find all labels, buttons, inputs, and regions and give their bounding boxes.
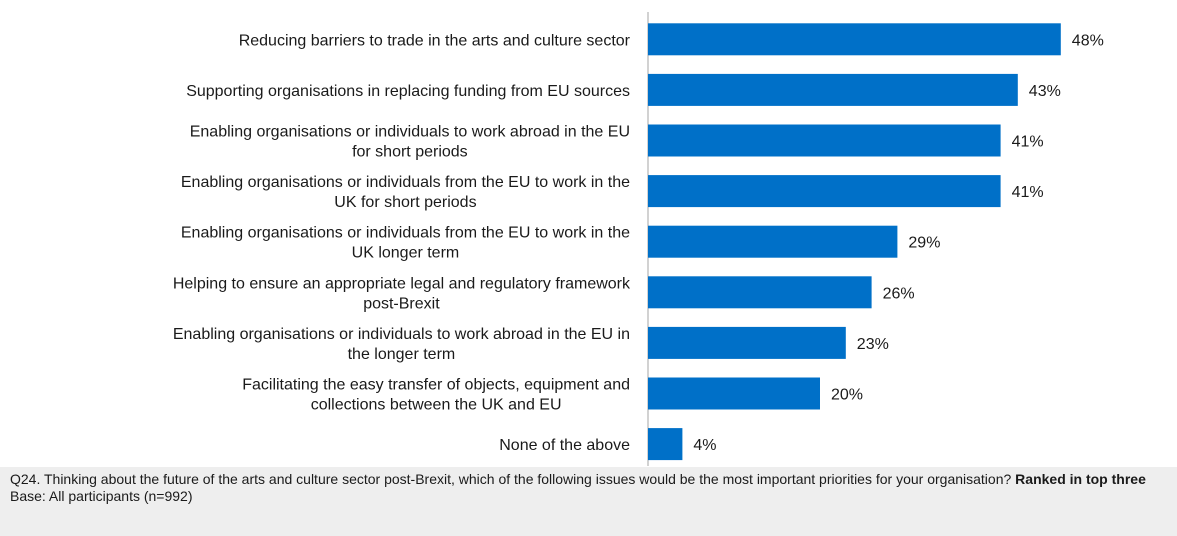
value-label-3: 41% [1012, 134, 1044, 151]
bar-1 [648, 23, 1061, 56]
base-text: Base: All participants (n=992) [10, 488, 193, 504]
bar-4 [648, 175, 1001, 208]
value-label-6: 26% [883, 285, 915, 302]
chart-footnote: Q24. Thinking about the future of the ar… [0, 467, 1177, 536]
question-body: Q24. Thinking about the future of the ar… [10, 471, 1012, 487]
bars-group: 48% Reducing barriers to trade in the art… [173, 23, 1104, 461]
question-emphasis: Ranked in top three [1015, 471, 1146, 487]
bar-5 [648, 225, 898, 258]
bar-6 [648, 276, 872, 309]
category-label-1: Reducing barriers to trade in the arts a… [239, 32, 631, 49]
category-label-3: Enabling organisations or individuals to… [190, 124, 630, 161]
bar-8 [648, 377, 820, 410]
category-label-6: Helping to ensure an appropriate legal a… [173, 275, 631, 312]
category-label-7: Enabling organisations or individuals to… [173, 326, 630, 363]
category-label-5: Enabling organisations or individuals fr… [181, 225, 630, 262]
value-label-9: 4% [693, 437, 716, 454]
bar-2 [648, 73, 1018, 106]
bar-3 [648, 124, 1001, 157]
category-label-9: None of the above [499, 437, 630, 454]
bar-chart: 48% Reducing barriers to trade in the art… [173, 12, 1104, 466]
category-label-4: Enabling organisations or individuals fr… [181, 174, 630, 211]
question-text: Q24. Thinking about the future of the ar… [10, 471, 1169, 488]
value-label-4: 41% [1012, 184, 1044, 201]
value-label-7: 23% [857, 336, 889, 353]
bar-7 [648, 326, 846, 359]
value-label-5: 29% [908, 235, 940, 252]
bar-9 [648, 428, 683, 461]
value-label-2: 43% [1029, 83, 1061, 100]
value-label-8: 20% [831, 387, 863, 404]
category-label-8: Facilitating the easy transfer of object… [242, 377, 630, 414]
category-label-2: Supporting organisations in replacing fu… [186, 83, 630, 100]
value-label-1: 48% [1072, 32, 1104, 49]
